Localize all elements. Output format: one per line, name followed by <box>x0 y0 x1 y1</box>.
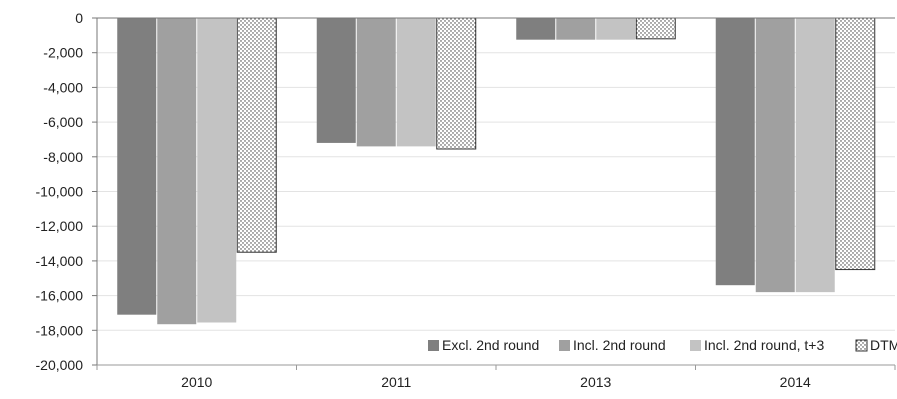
x-category-label: 2011 <box>381 374 411 390</box>
bar-2011-series-3 <box>396 18 436 147</box>
legend-label-4: DTM <box>870 337 897 353</box>
bar-2011-series-1 <box>316 18 356 143</box>
legend-label-2: Incl. 2nd round <box>573 337 666 353</box>
y-tick-label: -2,000 <box>43 45 83 61</box>
y-tick-label: -16,000 <box>36 288 84 304</box>
y-tick-label: -18,000 <box>36 322 84 338</box>
legend-swatch-4 <box>855 339 868 352</box>
legend-swatch-3 <box>690 340 701 351</box>
bar-2014-series-1 <box>715 18 755 286</box>
bar-2010-series-4 <box>236 17 277 253</box>
legend-label-1: Excl. 2nd round <box>442 337 539 353</box>
bar-2011-series-4 <box>436 17 477 150</box>
bar-2011-series-2 <box>356 18 396 147</box>
bar-2010-series-2 <box>157 18 197 325</box>
y-tick-label: -6,000 <box>43 114 83 130</box>
legend-swatch-1 <box>428 340 439 351</box>
bar-2010-series-1 <box>117 18 157 315</box>
bar-2010-series-3 <box>197 18 237 323</box>
y-tick-label: 0 <box>75 10 83 26</box>
legend: Excl. 2nd round Incl. 2nd round Incl. 2nd … <box>428 337 897 353</box>
x-axis-categories: 2010 2011 2013 2014 <box>96 365 896 390</box>
bar-2013-series-4 <box>635 17 676 40</box>
y-tick-label: -8,000 <box>43 149 83 165</box>
bar-2013-series-3 <box>596 18 636 40</box>
bar-2013-series-1 <box>516 18 556 40</box>
y-tick-label: -20,000 <box>36 357 84 373</box>
x-category-label: 2010 <box>181 374 212 390</box>
bar-2013-series-2 <box>556 18 596 40</box>
y-tick-label: -4,000 <box>43 79 83 95</box>
y-tick-label: -14,000 <box>36 253 84 269</box>
bar-2014-series-4 <box>835 17 876 271</box>
bar-2014-series-3 <box>795 18 835 293</box>
bar-2014-series-2 <box>755 18 795 293</box>
legend-label-3: Incl. 2nd round, t+3 <box>704 337 824 353</box>
y-tick-label: -12,000 <box>36 218 84 234</box>
y-tick-label: -10,000 <box>36 184 84 200</box>
legend-swatch-2 <box>559 340 570 351</box>
y-axis-ticks: 0 -2,000 -4,000 -6,000 -8,000 -10,000 -12,000 -… <box>36 10 97 373</box>
bars <box>117 17 876 325</box>
x-category-label: 2013 <box>580 374 611 390</box>
x-category-label: 2014 <box>780 374 811 390</box>
